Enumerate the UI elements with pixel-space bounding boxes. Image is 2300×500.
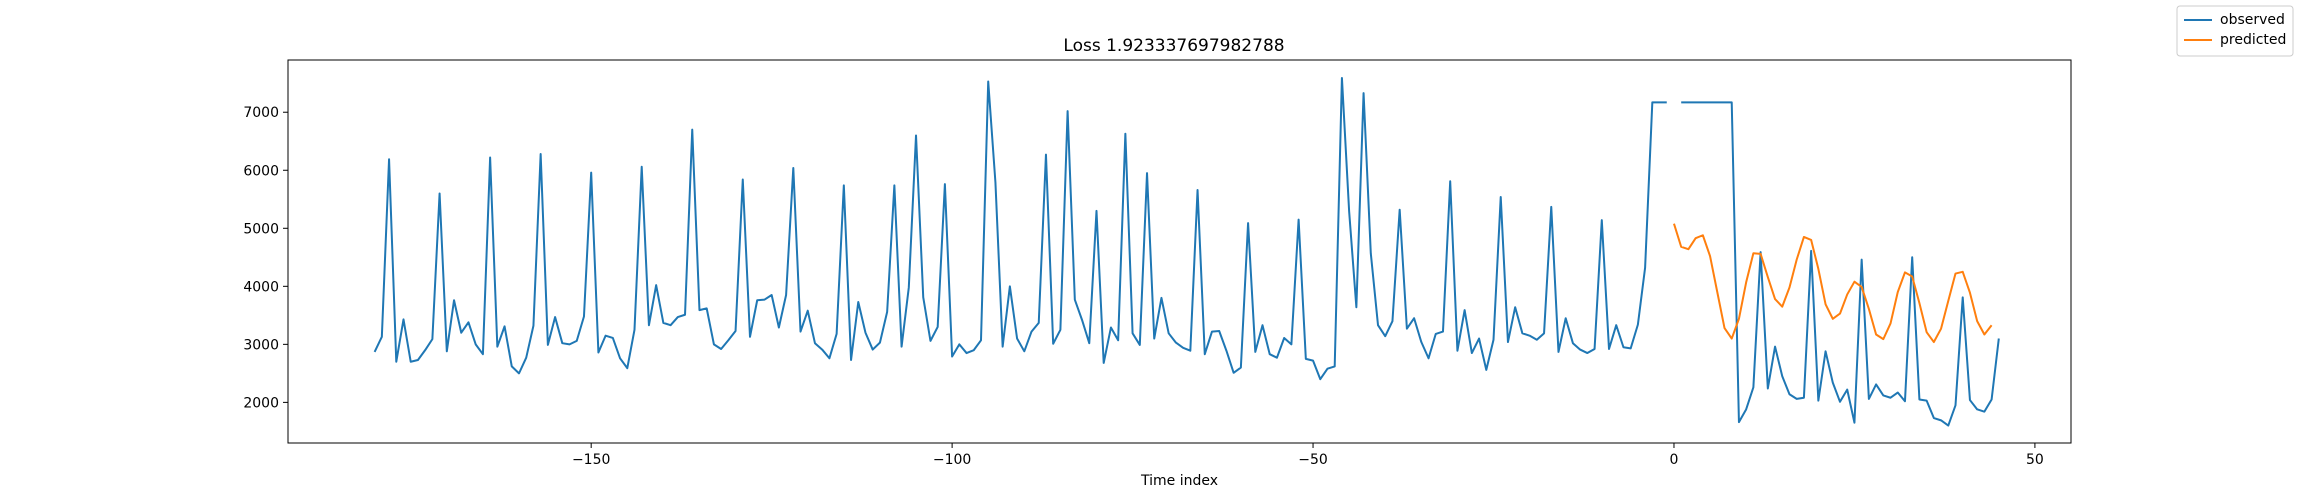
- y-tick-label: 5000: [243, 221, 279, 237]
- y-tick-label: 4000: [243, 279, 279, 295]
- predicted-line: [1673, 223, 1993, 344]
- x-tick-label: −150: [572, 452, 610, 468]
- observed-line: [1681, 101, 2000, 427]
- x-tick-label: 50: [2026, 452, 2044, 468]
- y-tick-label: 2000: [243, 395, 279, 411]
- x-tick-label: −100: [933, 452, 971, 468]
- series-predicted: [1673, 223, 1993, 344]
- legend-observed-label: observed: [2220, 12, 2285, 28]
- legend-frame: [2176, 5, 2294, 57]
- x-tick-label: 0: [1670, 452, 1679, 468]
- x-tick-label: −50: [1298, 452, 1328, 468]
- series-observed: [373, 76, 2000, 427]
- legend-predicted-label: predicted: [2220, 32, 2286, 48]
- chart-title: Loss 1.923337697982788: [1063, 36, 1284, 56]
- y-tick-label: 3000: [243, 337, 279, 353]
- plot-frame: [287, 59, 2072, 444]
- tick-layer: −150 −100 −50 0 50 2000 3000 4000 5000 6000 7000: [243, 105, 2043, 468]
- legend: observed predicted: [2176, 5, 2294, 57]
- observed-line: [373, 76, 1667, 381]
- y-tick-label: 6000: [243, 163, 279, 179]
- x-axis-label: Time index: [1140, 473, 1218, 489]
- y-tick-label: 7000: [243, 105, 279, 121]
- series-layer: [373, 76, 2000, 427]
